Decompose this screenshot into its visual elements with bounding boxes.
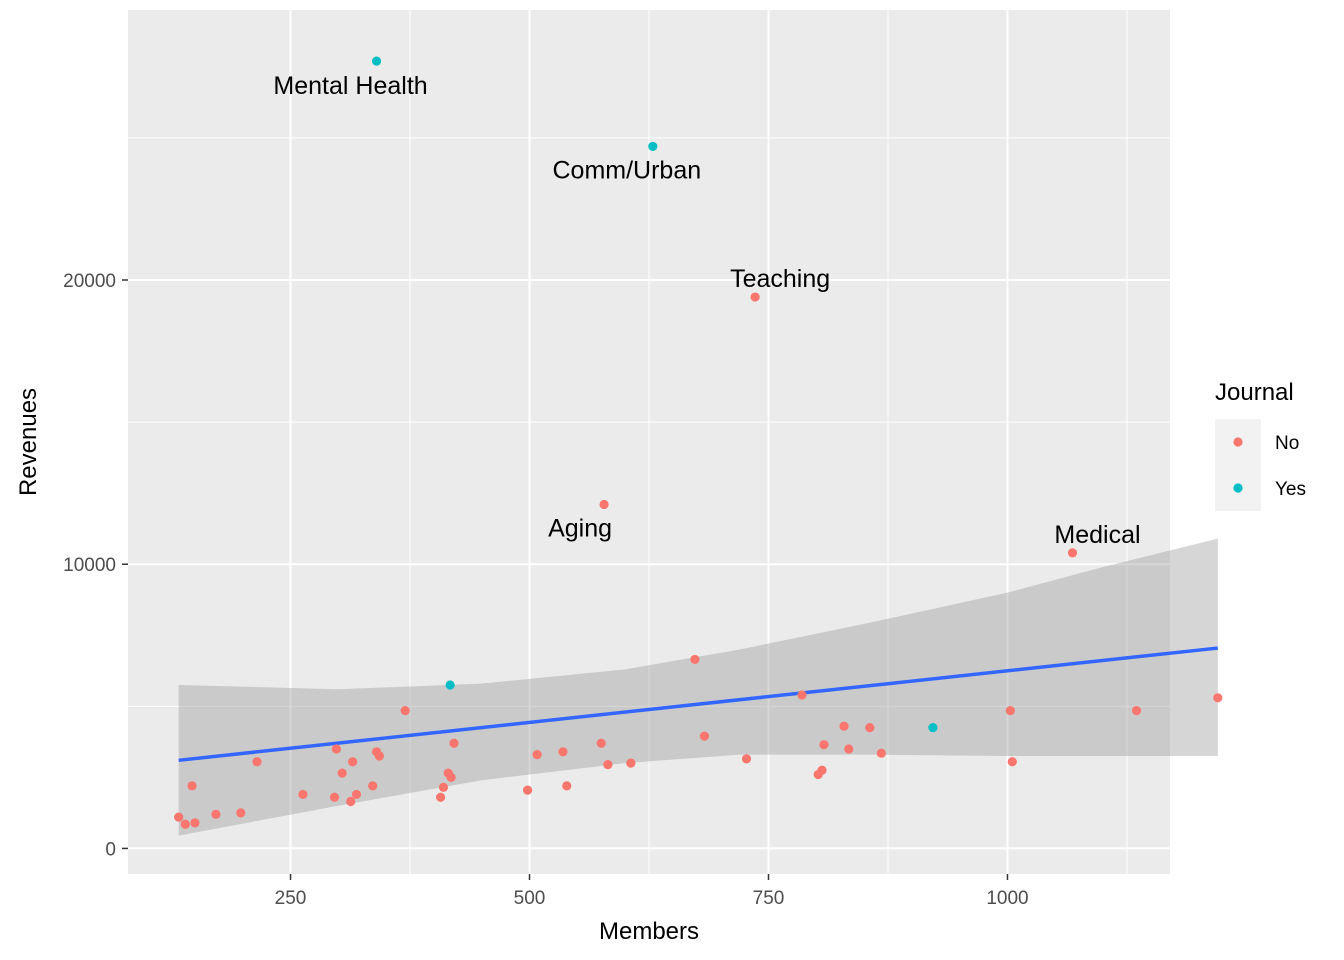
- data-point-no: [252, 757, 262, 767]
- data-point-no: [603, 759, 613, 770]
- data-point-no: [436, 792, 446, 802]
- x-axis-title: Members: [599, 918, 699, 945]
- data-point-no: [374, 751, 385, 761]
- data-point-no: [626, 758, 636, 768]
- data-point-no: [348, 757, 358, 767]
- major-gridlines: [128, 10, 1248, 874]
- data-point-no: [400, 705, 410, 716]
- data-point-yes: [928, 723, 938, 733]
- x-tick-label: 500: [514, 888, 546, 909]
- data-point-no: [446, 772, 456, 782]
- point-annotations: Mental Health Comm/Urban Teaching Aging Medi…: [273, 72, 1140, 549]
- data-point-no: [596, 738, 606, 748]
- data-point-no: [522, 785, 533, 795]
- legend: Journal No Yes: [1215, 379, 1306, 511]
- legend-entries: No Yes: [1215, 419, 1306, 511]
- data-point-yes: [371, 56, 382, 66]
- legend-title: Journal: [1215, 379, 1294, 406]
- data-point-no: [741, 754, 752, 764]
- annotation-label: Mental Health: [273, 72, 427, 100]
- data-point-no: [180, 819, 190, 829]
- data-point-no: [346, 796, 356, 807]
- data-point-no: [331, 744, 341, 754]
- data-point-no: [1131, 705, 1142, 716]
- y-tick-label: 20000: [63, 271, 116, 292]
- data-point-no: [1213, 693, 1223, 703]
- legend-marker-no: [1233, 437, 1243, 447]
- annotation-label: Comm/Urban: [552, 156, 701, 184]
- data-point-no: [187, 781, 197, 791]
- data-point-no: [236, 808, 246, 818]
- data-points: [174, 56, 1223, 829]
- data-point-no: [1007, 757, 1017, 767]
- regression-line: [178, 646, 1218, 763]
- data-point-no: [438, 782, 449, 792]
- data-point-no: [449, 738, 459, 748]
- data-point-no: [558, 747, 568, 757]
- data-point-no: [797, 690, 807, 700]
- data-point-no: [190, 818, 200, 828]
- data-point-no: [599, 499, 609, 510]
- data-point-no: [1067, 548, 1078, 558]
- legend-label: Yes: [1275, 479, 1306, 500]
- x-axis: 250 500 750 1000: [275, 874, 1029, 909]
- legend-label: No: [1275, 433, 1299, 454]
- data-point-yes: [445, 680, 455, 690]
- data-point-no: [844, 744, 854, 754]
- y-axis: 0 10000 20000: [63, 271, 128, 860]
- annotation-label: Teaching: [730, 265, 830, 293]
- data-point-no: [174, 812, 184, 822]
- data-point-no: [865, 723, 875, 733]
- data-point-no: [532, 750, 542, 760]
- y-tick-label: 10000: [63, 555, 116, 576]
- data-point-no: [1005, 705, 1015, 716]
- data-point-no: [817, 765, 827, 775]
- data-point-no: [839, 721, 849, 731]
- confidence-ribbon: [178, 538, 1218, 836]
- x-tick-label: 750: [753, 888, 785, 909]
- x-tick-label: 250: [275, 888, 307, 909]
- legend-marker-yes: [1233, 483, 1243, 493]
- minor-gridlines: [128, 10, 1170, 874]
- y-tick-label: 0: [105, 839, 116, 860]
- data-point-no: [690, 654, 700, 665]
- data-point-no: [562, 781, 572, 791]
- annotation-label: Medical: [1054, 521, 1140, 549]
- data-point-no: [699, 731, 710, 741]
- data-point-no: [750, 292, 760, 302]
- data-point-no: [368, 781, 378, 791]
- data-point-no: [298, 789, 308, 800]
- data-point-no: [329, 792, 340, 802]
- data-point-no: [819, 740, 829, 750]
- annotation-label: Aging: [548, 515, 612, 543]
- data-point-yes: [648, 141, 658, 152]
- data-point-no: [337, 768, 347, 778]
- y-axis-title: Revenues: [15, 388, 42, 496]
- x-tick-label: 1000: [986, 888, 1028, 909]
- data-point-no: [351, 789, 362, 800]
- data-point-no: [211, 809, 221, 819]
- data-point-no: [876, 748, 886, 758]
